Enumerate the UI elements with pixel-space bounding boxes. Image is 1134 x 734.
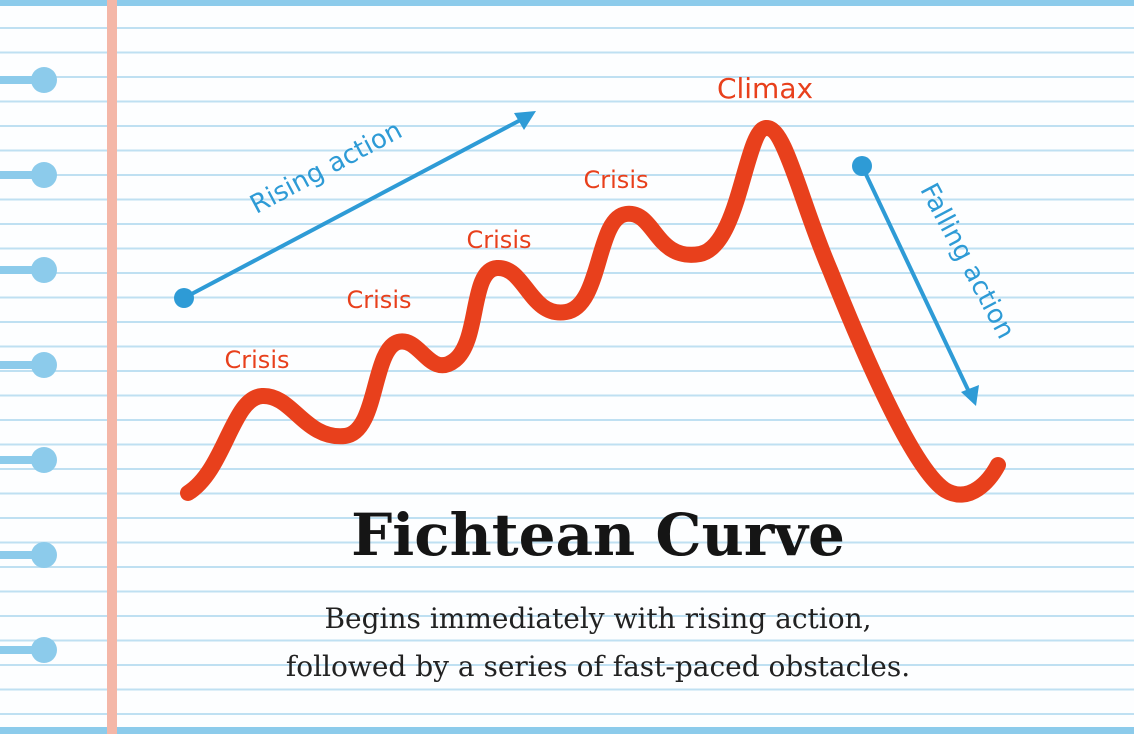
binder-hole [31, 67, 57, 93]
binder-hole [31, 447, 57, 473]
falling-arrow [852, 156, 979, 406]
binder-tab [0, 76, 40, 84]
fichtean-curve [180, 120, 1006, 503]
binder-tab [0, 456, 40, 464]
subtitle-line: Begins immediately with rising action, [324, 602, 871, 635]
binder-tab [0, 551, 40, 559]
title: Fichtean Curve [351, 501, 845, 569]
binder-hole [31, 542, 57, 568]
climax-label: Climax [717, 72, 813, 105]
crisis-label: Crisis [347, 286, 412, 314]
crisis-label: Crisis [225, 346, 290, 374]
subtitle-line: followed by a series of fast-paced obsta… [286, 650, 910, 683]
binder-tab [0, 171, 40, 179]
crisis-label: Crisis [584, 166, 649, 194]
binder-hole [31, 637, 57, 663]
binder-tab [0, 266, 40, 274]
crisis-label: Crisis [467, 226, 532, 254]
binder-hole [31, 162, 57, 188]
rising-arrow [174, 111, 536, 308]
binder-hole [31, 257, 57, 283]
binder-hole [31, 352, 57, 378]
binder-tab [0, 646, 40, 654]
binder-tab [0, 361, 40, 369]
